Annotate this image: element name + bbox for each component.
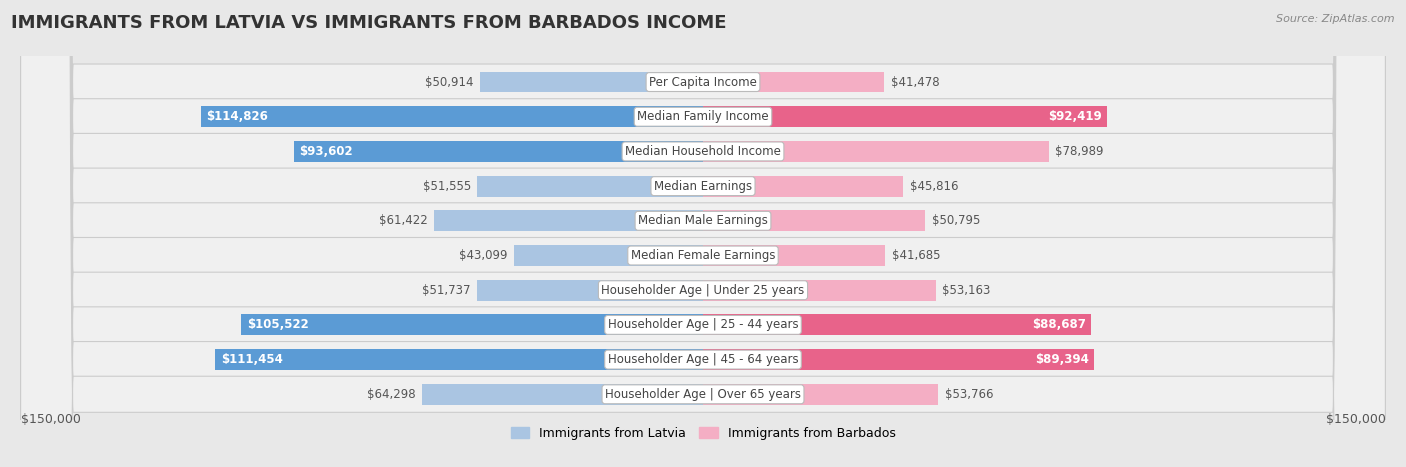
Bar xyxy=(703,245,886,266)
Bar xyxy=(703,141,1049,162)
Bar xyxy=(242,314,703,335)
Text: $61,422: $61,422 xyxy=(380,214,427,227)
Bar xyxy=(478,176,703,197)
Text: $51,555: $51,555 xyxy=(423,180,471,192)
Text: Householder Age | Under 25 years: Householder Age | Under 25 years xyxy=(602,284,804,297)
FancyBboxPatch shape xyxy=(21,0,1385,467)
Bar xyxy=(703,384,938,405)
FancyBboxPatch shape xyxy=(21,0,1385,467)
Text: $43,099: $43,099 xyxy=(460,249,508,262)
Text: Per Capita Income: Per Capita Income xyxy=(650,76,756,89)
Text: $51,737: $51,737 xyxy=(422,284,470,297)
Text: Median Male Earnings: Median Male Earnings xyxy=(638,214,768,227)
Text: $92,419: $92,419 xyxy=(1049,110,1102,123)
Bar xyxy=(422,384,703,405)
FancyBboxPatch shape xyxy=(21,0,1385,467)
FancyBboxPatch shape xyxy=(21,0,1385,467)
FancyBboxPatch shape xyxy=(21,0,1385,467)
Legend: Immigrants from Latvia, Immigrants from Barbados: Immigrants from Latvia, Immigrants from … xyxy=(506,422,900,445)
Text: $89,394: $89,394 xyxy=(1035,353,1088,366)
Bar xyxy=(215,349,703,370)
Bar xyxy=(703,314,1091,335)
Bar xyxy=(434,211,703,231)
Text: $88,687: $88,687 xyxy=(1032,318,1085,332)
Text: Householder Age | 45 - 64 years: Householder Age | 45 - 64 years xyxy=(607,353,799,366)
Text: $50,795: $50,795 xyxy=(932,214,980,227)
Bar xyxy=(703,280,935,301)
Text: $111,454: $111,454 xyxy=(221,353,283,366)
Text: $150,000: $150,000 xyxy=(1326,413,1385,426)
Text: $53,163: $53,163 xyxy=(942,284,990,297)
Bar xyxy=(703,176,904,197)
Text: $64,298: $64,298 xyxy=(367,388,415,401)
Text: Median Earnings: Median Earnings xyxy=(654,180,752,192)
FancyBboxPatch shape xyxy=(21,0,1385,467)
Text: Householder Age | Over 65 years: Householder Age | Over 65 years xyxy=(605,388,801,401)
Text: Median Female Earnings: Median Female Earnings xyxy=(631,249,775,262)
Text: IMMIGRANTS FROM LATVIA VS IMMIGRANTS FROM BARBADOS INCOME: IMMIGRANTS FROM LATVIA VS IMMIGRANTS FRO… xyxy=(11,14,727,32)
Bar xyxy=(294,141,703,162)
FancyBboxPatch shape xyxy=(21,0,1385,467)
Text: $93,602: $93,602 xyxy=(299,145,353,158)
Text: Median Family Income: Median Family Income xyxy=(637,110,769,123)
Bar xyxy=(703,106,1108,127)
Text: Source: ZipAtlas.com: Source: ZipAtlas.com xyxy=(1277,14,1395,24)
Text: Householder Age | 25 - 44 years: Householder Age | 25 - 44 years xyxy=(607,318,799,332)
Bar xyxy=(703,349,1094,370)
Text: $45,816: $45,816 xyxy=(910,180,959,192)
Bar xyxy=(477,280,703,301)
Bar xyxy=(703,71,884,92)
Bar xyxy=(481,71,703,92)
Text: Median Household Income: Median Household Income xyxy=(626,145,780,158)
FancyBboxPatch shape xyxy=(21,0,1385,467)
Text: $53,766: $53,766 xyxy=(945,388,993,401)
FancyBboxPatch shape xyxy=(21,0,1385,467)
Text: $78,989: $78,989 xyxy=(1054,145,1104,158)
Bar xyxy=(703,211,925,231)
FancyBboxPatch shape xyxy=(21,0,1385,467)
Text: $105,522: $105,522 xyxy=(246,318,308,332)
Text: $114,826: $114,826 xyxy=(205,110,269,123)
Bar xyxy=(201,106,703,127)
Text: $150,000: $150,000 xyxy=(21,413,80,426)
Text: $50,914: $50,914 xyxy=(425,76,474,89)
Text: $41,478: $41,478 xyxy=(891,76,939,89)
Bar xyxy=(515,245,703,266)
Text: $41,685: $41,685 xyxy=(891,249,941,262)
